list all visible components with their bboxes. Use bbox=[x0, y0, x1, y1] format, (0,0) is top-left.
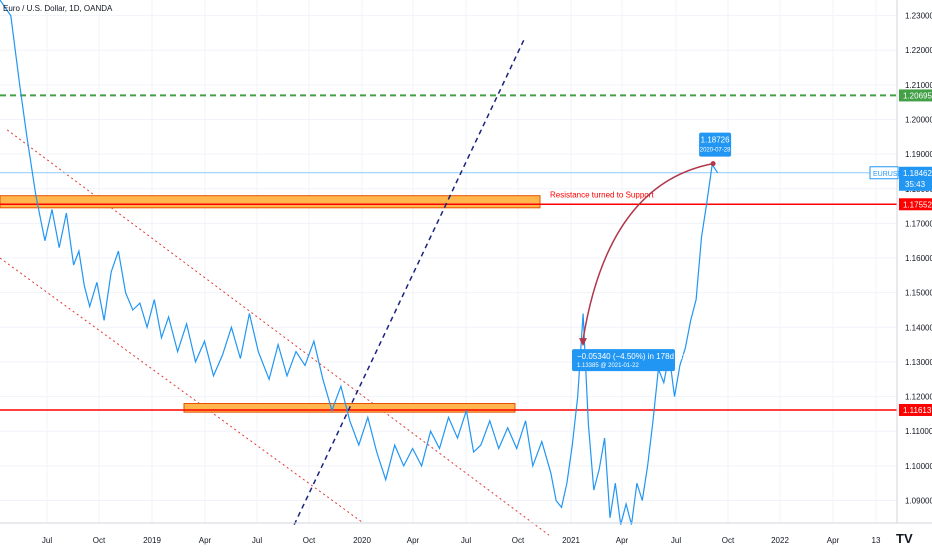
x-tick-label: Oct bbox=[512, 536, 525, 545]
x-tick-label: Apr bbox=[199, 536, 212, 545]
x-tick-label: 2021 bbox=[562, 536, 580, 545]
grid bbox=[0, 0, 897, 523]
peak-date-label: 2020-07-28 bbox=[700, 148, 731, 154]
x-tick-label: 13 bbox=[872, 536, 881, 545]
y-tick-label: 1.23000 bbox=[905, 12, 932, 21]
y-tick-label: 1.20000 bbox=[905, 115, 932, 124]
price-series bbox=[0, 0, 719, 525]
y-tick-label: 1.17000 bbox=[905, 219, 932, 228]
x-tick-label: Oct bbox=[303, 536, 316, 545]
time-axis[interactable]: Jul Oct 2019 Apr Jul Oct 2020 Apr Jul Oct 2021 Apr J… bbox=[0, 522, 932, 545]
x-tick-label: 2019 bbox=[143, 536, 161, 545]
level-value-badge[interactable] bbox=[899, 403, 932, 416]
x-tick-label: Apr bbox=[827, 536, 840, 545]
x-tick-label: Jul bbox=[461, 536, 471, 545]
annotations[interactable]: 1.18726 2020-07-28 Resistance turned to Su… bbox=[550, 132, 732, 372]
countdown-text: 35:43 bbox=[905, 180, 926, 189]
y-tick-label: 1.13000 bbox=[905, 358, 932, 367]
y-tick-label: 1.14000 bbox=[905, 323, 932, 332]
y-tick-label: 1.11000 bbox=[905, 427, 932, 436]
price-line bbox=[0, 0, 719, 525]
peak-value-label: 1.18726 bbox=[701, 136, 730, 145]
x-tick-label: Apr bbox=[407, 536, 420, 545]
x-tick-label: Jul bbox=[252, 536, 262, 545]
y-tick-label: 1.16000 bbox=[905, 254, 932, 263]
measure-target-label: 1.13385 @ 2021-01-22 bbox=[577, 363, 639, 369]
symbol-name-text: EURUSD bbox=[873, 171, 903, 178]
y-tick-label: 1.22000 bbox=[905, 46, 932, 55]
uptrend-dashed-line[interactable] bbox=[293, 37, 526, 526]
x-tick-label: Jul bbox=[671, 536, 681, 545]
horizontal-levels[interactable] bbox=[0, 94, 897, 411]
level-value-text: 1.20695 bbox=[903, 91, 932, 100]
resistance-label: Resistance turned to Support bbox=[550, 190, 654, 199]
descending-channel bbox=[0, 129, 550, 536]
symbol-header: Euro / U.S. Dollar, 1D, OANDA bbox=[3, 4, 113, 13]
current-price-badge[interactable] bbox=[899, 166, 932, 191]
resistance-support-zone-upper[interactable] bbox=[0, 195, 541, 209]
level-value-badge[interactable] bbox=[899, 198, 932, 211]
price-axis[interactable]: 1.230001.220001.210001.200001.190001.180… bbox=[869, 0, 932, 523]
level-value-text: 1.11613 bbox=[903, 406, 932, 415]
measure-change-label: −0.05340 (−4.50%) in 178d 1h bbox=[577, 352, 685, 361]
y-tick-label: 1.12000 bbox=[905, 393, 932, 402]
support-zones[interactable] bbox=[0, 195, 541, 413]
level-value-text: 1.17552 bbox=[903, 200, 932, 209]
x-tick-label: Apr bbox=[616, 536, 629, 545]
symbol-name-badge bbox=[869, 166, 899, 180]
level-value-badge[interactable] bbox=[899, 89, 932, 102]
x-tick-label: 2022 bbox=[771, 536, 789, 545]
y-tick-label: 1.09000 bbox=[905, 496, 932, 505]
peak-callout-box bbox=[699, 132, 732, 157]
y-tick-label: 1.19000 bbox=[905, 150, 932, 159]
tradingview-logo[interactable]: TV bbox=[896, 531, 913, 546]
measure-box bbox=[572, 349, 675, 372]
x-tick-label: Oct bbox=[722, 536, 735, 545]
x-tick-label: Oct bbox=[93, 536, 106, 545]
current-price-text: 1.18462 bbox=[903, 169, 932, 178]
x-tick-label: Jul bbox=[42, 536, 52, 545]
y-tick-label: 1.15000 bbox=[905, 289, 932, 298]
channel-upper-line bbox=[6, 129, 550, 536]
x-tick-label: 2020 bbox=[353, 536, 371, 545]
y-tick-label: 1.21000 bbox=[905, 81, 932, 90]
uptrend-line[interactable] bbox=[293, 37, 526, 526]
forecast-arrow-path bbox=[582, 162, 714, 341]
y-tick-label: 1.10000 bbox=[905, 462, 932, 471]
forecast-arrow-head bbox=[579, 338, 587, 347]
